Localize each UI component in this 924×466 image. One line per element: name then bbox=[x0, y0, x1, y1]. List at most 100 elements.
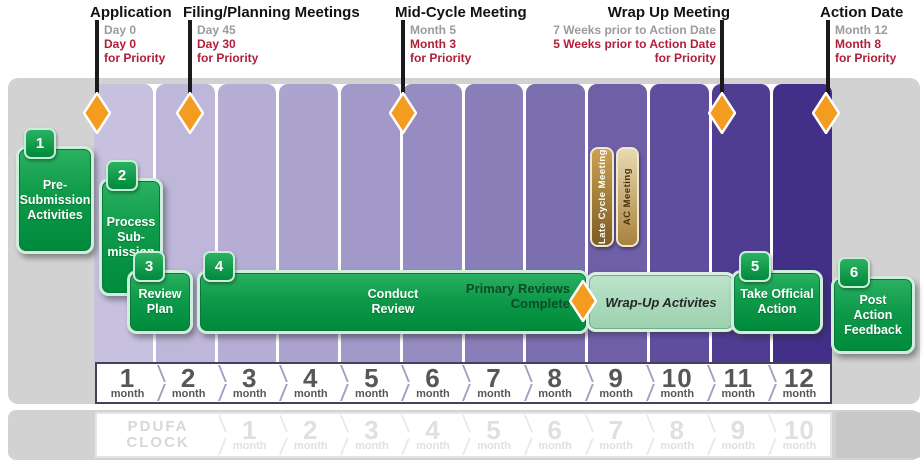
step-label: Take Official Action bbox=[740, 287, 814, 316]
priority-timing-suffix: for Priority bbox=[835, 51, 897, 65]
primary-reviews-complete-label: Primary Reviews Complete bbox=[465, 281, 570, 311]
pdufa-month-cell: 1 month bbox=[219, 414, 280, 456]
milestone-tick-action-date bbox=[826, 20, 830, 104]
pdufa-month-number: 9 bbox=[730, 414, 747, 445]
milestone-diamond-icon bbox=[83, 92, 111, 134]
month-cell: 10 month bbox=[647, 364, 708, 402]
calendar-month-bar: 1 month 2 month 3 month 4 month 5 month 6 mont… bbox=[95, 362, 832, 404]
month-cell: 6 month bbox=[402, 364, 463, 402]
late-cycle-meeting-box: Late Cycle Meeting bbox=[590, 147, 614, 247]
milestone-timing-application: Day 0 Day 0 for Priority bbox=[104, 23, 165, 65]
step-box-pre-submission: Pre- Submission Activities bbox=[16, 146, 94, 254]
month-cell: 12 month bbox=[769, 364, 830, 402]
month-number: 1 bbox=[119, 362, 136, 393]
step-number-badge: 5 bbox=[739, 251, 771, 282]
month-cell: 4 month bbox=[280, 364, 341, 402]
month-unit: month bbox=[293, 387, 328, 400]
step-box-take-official-action: Take Official Action bbox=[731, 270, 823, 334]
step-number-badge: 1 bbox=[24, 128, 56, 159]
milestone-tick-wrap-up bbox=[720, 20, 724, 104]
standard-timing: 7 Weeks prior to Action Date bbox=[553, 23, 716, 37]
month-number: 3 bbox=[241, 362, 258, 393]
priority-timing-suffix: for Priority bbox=[654, 51, 716, 65]
milestone-tick-mid-cycle bbox=[401, 20, 405, 104]
step-label: Post Action Feedback bbox=[844, 292, 902, 337]
month-number: 7 bbox=[486, 362, 502, 393]
milestone-timing-filing-planning: Day 45 Day 30 for Priority bbox=[197, 23, 258, 65]
month-number: 12 bbox=[783, 362, 815, 393]
step-number-badge: 6 bbox=[838, 257, 870, 288]
month-number: 6 bbox=[425, 362, 441, 393]
step-label: Pre- Submission Activities bbox=[19, 177, 91, 222]
pdufa-clock-label: PDUFA CLOCK bbox=[126, 418, 190, 451]
step-number-badge: 3 bbox=[133, 251, 165, 282]
pdufa-month-cell: 8 month bbox=[647, 414, 708, 456]
ac-meeting-box: AC Meeting bbox=[616, 147, 639, 247]
month-unit: month bbox=[660, 387, 695, 400]
standard-timing: Month 12 bbox=[835, 23, 888, 37]
pdufa-month-cell: 3 month bbox=[341, 414, 402, 456]
pdufa-month-unit: month bbox=[232, 439, 267, 452]
month-unit: month bbox=[171, 387, 206, 400]
pdufa-month-unit: month bbox=[355, 439, 389, 452]
step-number-badge: 2 bbox=[106, 160, 138, 191]
pdufa-month-unit: month bbox=[721, 439, 756, 452]
standard-timing: Day 45 bbox=[197, 23, 236, 37]
pdufa-clock-end-spacer bbox=[836, 412, 920, 458]
step-number-badge: 4 bbox=[203, 251, 235, 282]
month-number: 5 bbox=[364, 362, 380, 393]
pdufa-month-number: 6 bbox=[547, 414, 563, 445]
pdufa-month-number: 7 bbox=[608, 414, 624, 445]
month-cell: 2 month bbox=[158, 364, 219, 402]
standard-timing: Month 5 bbox=[410, 23, 456, 37]
month-cell: 8 month bbox=[525, 364, 586, 402]
pdufa-month-number: 5 bbox=[486, 414, 502, 445]
milestone-diamond-icon bbox=[812, 92, 840, 134]
month-number: 9 bbox=[608, 362, 624, 393]
pdufa-month-cell: 4 month bbox=[402, 414, 463, 456]
milestone-title-filing-planning: Filing/Planning Meetings bbox=[183, 4, 360, 21]
month-unit: month bbox=[416, 387, 450, 400]
step-box-conduct-review: Conduct Review bbox=[197, 270, 589, 334]
milestone-diamond-icon bbox=[708, 92, 736, 134]
month-cell: 11 month bbox=[708, 364, 769, 402]
step-box-post-action-feedback: Post Action Feedback bbox=[831, 276, 915, 354]
month-cell: 5 month bbox=[341, 364, 402, 402]
month-unit: month bbox=[782, 387, 817, 400]
pdufa-month-number: 4 bbox=[425, 414, 441, 445]
month-unit: month bbox=[599, 387, 633, 400]
month-unit: month bbox=[110, 387, 145, 400]
priority-timing-suffix: for Priority bbox=[410, 51, 472, 65]
step-label: Review Plan bbox=[138, 287, 182, 316]
milestone-title-action-date: Action Date bbox=[820, 4, 904, 21]
priority-timing: 5 Weeks prior to Action Date bbox=[553, 37, 716, 51]
step-label: Conduct Review bbox=[367, 287, 419, 316]
month-unit: month bbox=[477, 387, 511, 400]
milestone-title-mid-cycle: Mid-Cycle Meeting bbox=[395, 4, 527, 21]
priority-timing-suffix: for Priority bbox=[104, 51, 166, 65]
late-cycle-meeting-label: Late Cycle Meeting bbox=[596, 149, 608, 245]
month-unit: month bbox=[538, 387, 572, 400]
milestone-diamond-icon bbox=[389, 92, 417, 134]
pdufa-month-number: 10 bbox=[783, 414, 815, 445]
pdufa-month-number: 8 bbox=[669, 414, 685, 445]
milestone-tick-application bbox=[95, 20, 99, 104]
month-number: 11 bbox=[723, 362, 754, 393]
priority-timing: Day 0 bbox=[104, 37, 137, 51]
pdufa-month-number: 1 bbox=[241, 414, 258, 445]
pdufa-month-cell: 10 month bbox=[769, 414, 830, 456]
pdufa-month-cell: 2 month bbox=[280, 414, 341, 456]
month-unit: month bbox=[355, 387, 389, 400]
month-cell: 1 month bbox=[97, 364, 158, 402]
standard-timing: Day 0 bbox=[104, 23, 137, 37]
pdufa-month-number: 2 bbox=[303, 414, 319, 445]
pdufa-month-unit: month bbox=[782, 439, 817, 452]
pdufa-month-unit: month bbox=[660, 439, 695, 452]
milestone-diamond-icon bbox=[176, 92, 204, 134]
pdufa-month-cell: 7 month bbox=[586, 414, 647, 456]
month-number: 2 bbox=[180, 362, 197, 393]
month-unit: month bbox=[721, 387, 756, 400]
month-number: 8 bbox=[547, 362, 563, 393]
milestone-timing-mid-cycle: Month 5 Month 3 for Priority bbox=[410, 23, 471, 65]
